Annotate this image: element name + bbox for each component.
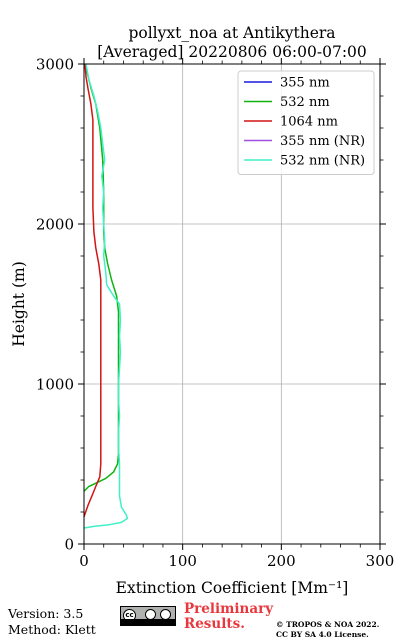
legend-label-0: 355 nm [280, 76, 330, 91]
legend-label-2: 1064 nm [280, 115, 338, 130]
preliminary-line-2: Results. [184, 616, 245, 632]
cc-license-badge: cc [120, 606, 176, 626]
plot-frame [83, 63, 381, 545]
legend-label-3: 355 nm (NR) [280, 134, 365, 149]
legend-box [237, 70, 375, 175]
legend-label-1: 532 nm [280, 95, 330, 110]
x-tick-label-3: 300 [366, 552, 395, 570]
cc-icon: cc [123, 609, 136, 622]
method-text: Method: Klett [8, 622, 96, 637]
legend: 355 nm 532 nm 1064 nm 355 nm (NR) 532 nm (NR… [237, 70, 375, 175]
badge-strip [121, 619, 175, 625]
series-lines [83, 63, 129, 529]
version-text: Version: 3.5 [8, 606, 84, 621]
title-line-1: pollyxt_noa at Antikythera [128, 24, 335, 42]
series-line-532-nm [83, 63, 120, 492]
chart-title: pollyxt_noa at Antikythera[Averaged] 202… [97, 24, 367, 61]
x-axis-label: Extinction Coefficient [Mm⁻¹] [116, 579, 349, 597]
copyright-line-2: CC BY SA 4.0 License. [276, 629, 369, 639]
y-tick-label-0: 0 [64, 536, 74, 554]
copyright-line-1: © TROPOS & NOA 2022. [276, 620, 380, 629]
series-line-1064-nm [83, 63, 102, 518]
y-tick-label-3: 3000 [36, 56, 74, 74]
footer-info: Version: 3.5 Method: Klett [8, 606, 96, 638]
x-tick-label-1: 100 [168, 552, 197, 570]
series-line-532-nm-nr- [83, 63, 129, 529]
y-tick-label-2: 2000 [36, 216, 74, 234]
legend-label-4: 532 nm (NR) [280, 154, 365, 169]
x-tick-label-2: 200 [267, 552, 296, 570]
title-line-2: [Averaged] 20220806 06:00-07:00 [97, 43, 367, 61]
preliminary-results-notice: Preliminary Results. [184, 602, 273, 632]
y-tick-label-1: 1000 [36, 376, 74, 394]
preliminary-line-1: Preliminary [184, 601, 274, 617]
y-axis-label: Height (m) [10, 261, 28, 347]
x-tick-label-0: 0 [79, 552, 89, 570]
copyright-notice: © TROPOS & NOA 2022. CC BY SA 4.0 Licens… [276, 620, 379, 639]
